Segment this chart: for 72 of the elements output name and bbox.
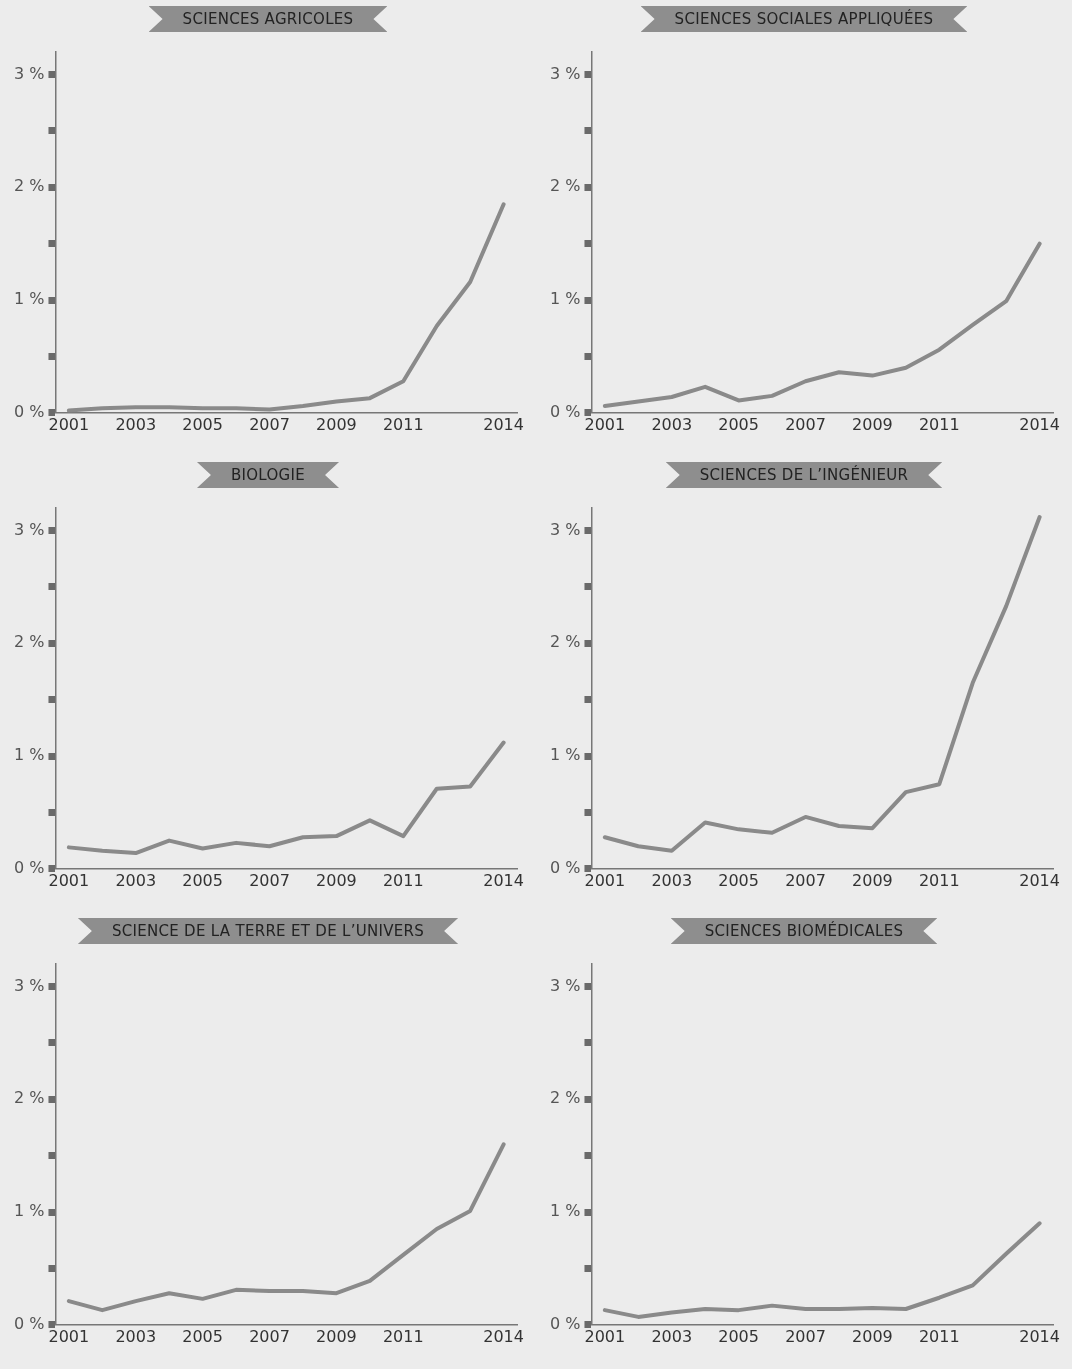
y-tick-label: 0 % xyxy=(14,857,45,877)
chart-title: SCIENCES BIOMÉDICALES xyxy=(670,918,938,944)
x-tick-label: 2003 xyxy=(115,1326,157,1346)
x-tick-label: 2009 xyxy=(316,870,357,890)
x-tick-label: 2003 xyxy=(651,1326,693,1346)
x-tick-label: 2009 xyxy=(852,414,893,434)
x-tick-label: 2014 xyxy=(483,414,524,434)
x-tick-label: 2014 xyxy=(483,870,524,890)
y-tick-label: 2 % xyxy=(550,1088,581,1108)
y-tick-label: 0 % xyxy=(550,857,581,877)
y-tick-label: 2 % xyxy=(14,1088,45,1108)
y-tick-label: 3 % xyxy=(14,63,45,83)
x-tick-label: 2007 xyxy=(249,1326,290,1346)
y-tick-label: 1 % xyxy=(550,1201,581,1221)
y-tick-label: 1 % xyxy=(14,1201,45,1221)
x-tick-label: 2001 xyxy=(584,870,626,890)
x-tick-label: 2009 xyxy=(852,1326,893,1346)
y-tick-label: 2 % xyxy=(14,632,45,652)
x-tick-label: 2003 xyxy=(115,414,157,434)
x-tick-label: 2014 xyxy=(1019,414,1060,434)
x-tick-label: 2001 xyxy=(48,870,90,890)
y-tick-label: 3 % xyxy=(550,519,581,539)
x-tick-label: 2007 xyxy=(249,870,290,890)
x-tick-label: 2001 xyxy=(48,414,90,434)
y-tick-label: 1 % xyxy=(550,745,581,765)
x-tick-label: 2001 xyxy=(48,1326,90,1346)
chart-title: BIOLOGIE xyxy=(196,462,340,488)
x-tick-label: 2005 xyxy=(182,1326,223,1346)
x-tick-label: 2007 xyxy=(785,414,826,434)
y-tick-label: 1 % xyxy=(550,289,581,309)
y-tick-label: 2 % xyxy=(550,176,581,196)
x-tick-label: 2003 xyxy=(651,414,693,434)
x-tick-label: 2011 xyxy=(918,870,960,890)
x-tick-label: 2007 xyxy=(785,870,826,890)
chart-title: SCIENCE DE LA TERRE ET DE L’UNIVERS xyxy=(77,918,459,944)
x-tick-label: 2011 xyxy=(918,414,960,434)
y-tick-label: 1 % xyxy=(14,289,45,309)
x-tick-label: 2011 xyxy=(918,1326,960,1346)
x-tick-label: 2001 xyxy=(584,1326,626,1346)
y-tick-label: 2 % xyxy=(550,632,581,652)
y-tick-label: 0 % xyxy=(14,401,45,421)
x-tick-label: 2001 xyxy=(584,414,626,434)
y-tick-label: 0 % xyxy=(550,1313,581,1333)
y-tick-label: 3 % xyxy=(14,519,45,539)
x-tick-label: 2014 xyxy=(1019,870,1060,890)
chart-title: SCIENCES SOCIALES APPLIQUÉES xyxy=(640,6,968,32)
x-tick-label: 2003 xyxy=(115,870,157,890)
x-tick-label: 2007 xyxy=(785,1326,826,1346)
x-tick-label: 2009 xyxy=(316,414,357,434)
y-tick-label: 3 % xyxy=(550,63,581,83)
y-tick-label: 3 % xyxy=(550,975,581,995)
y-tick-label: 3 % xyxy=(14,975,45,995)
y-tick-label: 0 % xyxy=(550,401,581,421)
x-tick-label: 2014 xyxy=(483,1326,524,1346)
x-tick-label: 2011 xyxy=(382,1326,424,1346)
y-tick-label: 1 % xyxy=(14,745,45,765)
x-tick-label: 2005 xyxy=(718,1326,759,1346)
x-tick-label: 2011 xyxy=(382,870,424,890)
x-tick-label: 2014 xyxy=(1019,1326,1060,1346)
x-tick-label: 2011 xyxy=(382,414,424,434)
x-tick-label: 2009 xyxy=(316,1326,357,1346)
y-tick-label: 2 % xyxy=(14,176,45,196)
x-tick-label: 2005 xyxy=(182,414,223,434)
x-tick-label: 2007 xyxy=(249,414,290,434)
x-tick-label: 2005 xyxy=(718,414,759,434)
x-tick-label: 2009 xyxy=(852,870,893,890)
x-tick-label: 2003 xyxy=(651,870,693,890)
y-tick-label: 0 % xyxy=(14,1313,45,1333)
x-tick-label: 2005 xyxy=(182,870,223,890)
x-tick-label: 2005 xyxy=(718,870,759,890)
chart-title: SCIENCES DE L’INGÉNIEUR xyxy=(665,462,943,488)
chart-title: SCIENCES AGRICOLES xyxy=(148,6,388,32)
